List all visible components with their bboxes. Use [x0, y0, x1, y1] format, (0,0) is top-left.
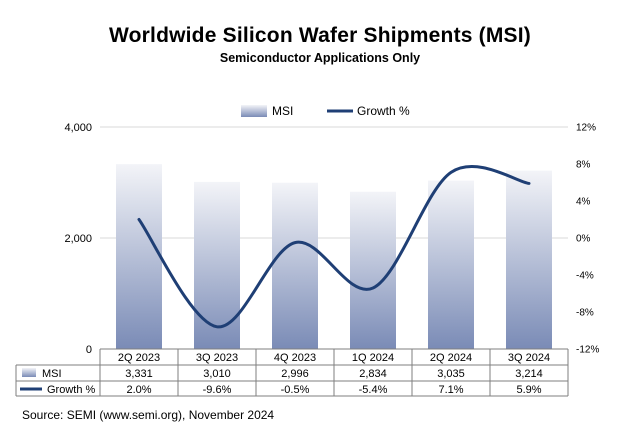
bar-msi [350, 191, 396, 349]
x-category-label: 2Q 2024 [430, 352, 472, 364]
legend-label-growth: Growth % [357, 104, 410, 118]
y-right-tick-label: 12% [576, 123, 596, 134]
table-cell-msi: 3,214 [515, 368, 543, 380]
chart-subtitle: Semiconductor Applications Only [219, 51, 421, 65]
bar-msi [272, 182, 318, 349]
table-cell-msi: 3,010 [203, 368, 231, 380]
bar-msi [116, 164, 162, 349]
bar-msi [194, 181, 240, 349]
table-cell-growth: 7.1% [438, 384, 463, 396]
x-category-label: 4Q 2023 [274, 352, 316, 364]
source-note: Source: SEMI (www.semi.org), November 20… [22, 408, 275, 422]
chart-title: Worldwide Silicon Wafer Shipments (MSI) [109, 24, 531, 47]
x-category-label: 1Q 2024 [352, 352, 394, 364]
table-cell-growth: -5.4% [359, 384, 388, 396]
table-cell-growth: -0.5% [281, 384, 310, 396]
table-cell-growth: 5.9% [516, 384, 541, 396]
x-category-label: 3Q 2023 [196, 352, 238, 364]
y-right-tick-label: -12% [576, 345, 599, 356]
x-category-label: 2Q 2023 [118, 352, 160, 364]
table-key-msi [22, 368, 36, 377]
y-right-tick-label: 0% [576, 234, 591, 245]
table-cell-msi: 2,996 [281, 368, 309, 380]
table-cell-msi: 3,035 [437, 368, 465, 380]
y-left-tick-label: 2,000 [64, 233, 92, 245]
growth-line [137, 165, 531, 329]
bar-msi [428, 180, 474, 349]
table-cell-growth: -9.6% [203, 384, 232, 396]
y-right-tick-label: -8% [576, 308, 594, 319]
table-cell-growth: 2.0% [126, 384, 151, 396]
legend-swatch-msi [241, 105, 267, 117]
bar-msi [506, 170, 552, 349]
table-cell-msi: 3,331 [125, 368, 153, 380]
y-right-tick-label: -4% [576, 271, 594, 282]
legend-label-msi: MSI [272, 104, 293, 118]
y-left-tick-label: 4,000 [64, 122, 92, 134]
table-row-label-msi: MSI [42, 368, 62, 380]
y-right-tick-label: 4% [576, 197, 591, 208]
table-row-label-growth: Growth % [47, 384, 96, 396]
table-cell-msi: 2,834 [359, 368, 387, 380]
y-left-tick-label: 0 [86, 344, 92, 356]
x-category-label: 3Q 2024 [508, 352, 550, 364]
y-right-tick-label: 8% [576, 160, 591, 171]
